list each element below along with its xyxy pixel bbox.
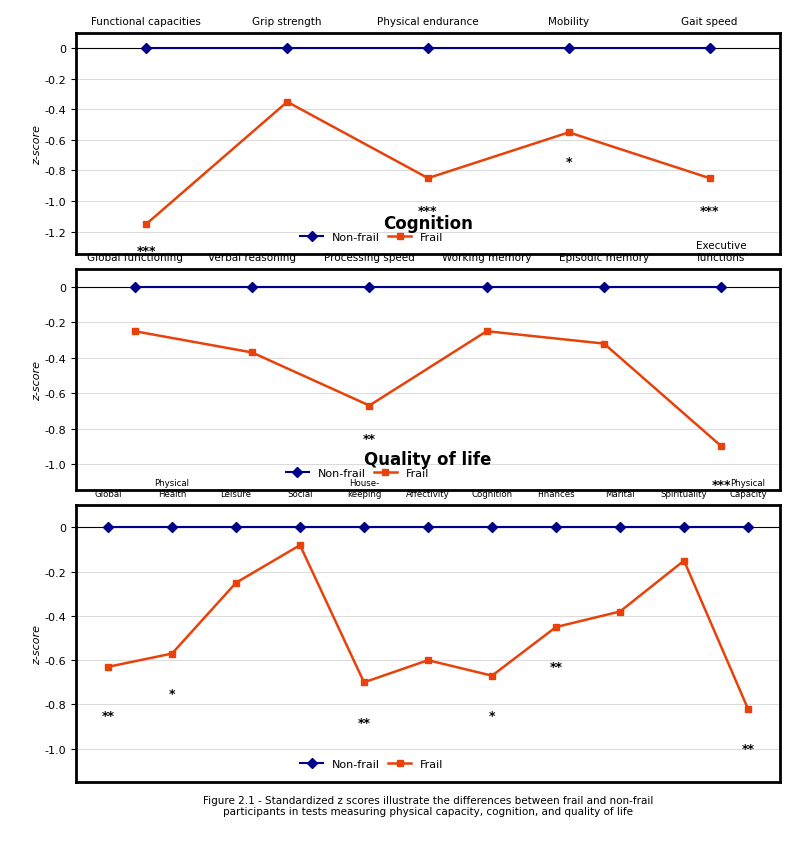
Frail	[423, 655, 433, 665]
Non-frail	[359, 523, 369, 533]
Non-frail	[423, 523, 433, 533]
Text: ***: ***	[711, 479, 731, 491]
Line: Frail: Frail	[105, 542, 751, 712]
Non-frail	[615, 523, 625, 533]
Non-frail	[482, 282, 491, 293]
Non-frail	[599, 282, 609, 293]
Frail	[142, 219, 151, 229]
Text: **: **	[358, 716, 370, 728]
Line: Frail: Frail	[143, 99, 713, 228]
Frail	[717, 442, 726, 452]
Line: Frail: Frail	[131, 328, 725, 450]
Frail	[247, 348, 257, 358]
Non-frail	[295, 523, 305, 533]
Non-frail	[142, 44, 151, 55]
Frail	[231, 578, 241, 589]
Title: Quality of life: Quality of life	[364, 450, 492, 468]
Legend: Non-frail, Frail: Non-frail, Frail	[296, 755, 447, 774]
Frail	[564, 128, 574, 138]
Frail	[482, 327, 491, 337]
Non-frail	[551, 523, 561, 533]
Legend: Non-frail, Frail: Non-frail, Frail	[282, 464, 434, 483]
Frail	[679, 556, 689, 566]
Frail	[705, 174, 714, 184]
Y-axis label: z-score: z-score	[32, 624, 42, 664]
Text: **: **	[363, 432, 376, 445]
Non-frail	[487, 523, 497, 533]
Title: Cognition: Cognition	[383, 214, 473, 232]
Non-frail	[231, 523, 241, 533]
Text: *: *	[566, 156, 572, 169]
Line: Non-frail: Non-frail	[143, 46, 713, 53]
Text: ***: ***	[700, 205, 719, 218]
Non-frail	[423, 44, 433, 55]
Text: Figure 2.1 - Standardized z scores illustrate the differences between frail and : Figure 2.1 - Standardized z scores illus…	[203, 795, 653, 816]
Frail	[423, 174, 433, 184]
Line: Non-frail: Non-frail	[105, 525, 751, 531]
Frail	[365, 401, 374, 411]
Non-frail	[365, 282, 374, 293]
Text: *: *	[169, 687, 175, 700]
Non-frail	[167, 523, 177, 533]
Frail	[487, 670, 497, 681]
Y-axis label: z-score: z-score	[32, 361, 42, 400]
Non-frail	[103, 523, 113, 533]
Text: **: **	[102, 709, 114, 722]
Non-frail	[564, 44, 574, 55]
Non-frail	[743, 523, 753, 533]
Line: Non-frail: Non-frail	[131, 284, 725, 291]
Non-frail	[705, 44, 714, 55]
Frail	[130, 327, 139, 337]
Text: **: **	[550, 660, 562, 673]
Frail	[615, 606, 625, 617]
Non-frail	[717, 282, 726, 293]
Frail	[282, 97, 292, 107]
Text: *: *	[489, 709, 495, 722]
Frail	[295, 541, 305, 551]
Non-frail	[247, 282, 257, 293]
Legend: Non-frail, Frail: Non-frail, Frail	[296, 229, 447, 247]
Frail	[551, 622, 561, 632]
Non-frail	[282, 44, 292, 55]
Y-axis label: z-score: z-score	[32, 125, 42, 165]
Frail	[359, 677, 369, 688]
Text: ***: ***	[418, 205, 438, 218]
Text: **: **	[742, 742, 754, 755]
Non-frail	[130, 282, 139, 293]
Text: ***: ***	[137, 245, 156, 258]
Frail	[167, 648, 177, 659]
Non-frail	[679, 523, 689, 533]
Frail	[103, 662, 113, 672]
Frail	[743, 704, 753, 714]
Frail	[599, 339, 609, 349]
